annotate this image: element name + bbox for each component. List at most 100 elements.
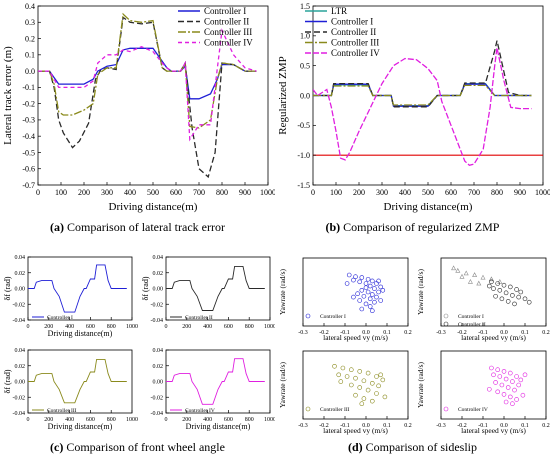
chart-d1: -0.3 -0.2 -0.1 0.0 0.1 0.2 lateral speed vy (m… [278, 257, 412, 342]
scatter-point [508, 284, 513, 290]
x-tick-label: 900 [239, 188, 251, 197]
plot-frame [302, 350, 409, 420]
legend-label-3: Controller IV [204, 37, 253, 47]
x-tick-label: 0.0 [362, 330, 370, 336]
x-tick-label: 400 [203, 417, 212, 423]
caption-d-text: Comparison of sideslip [365, 440, 477, 454]
scatter-point [359, 401, 365, 407]
x-tick-label: 600 [86, 324, 95, 330]
x-tick-label: 0.1 [383, 423, 391, 429]
scatter-point [370, 308, 375, 314]
x-tick-label: 100 [330, 188, 342, 197]
x-tick-label: 0 [311, 188, 315, 197]
x-tick-label: 400 [65, 417, 74, 423]
y-tick-label: -0.02 [13, 302, 26, 308]
x-tick-label: 800 [107, 324, 116, 330]
scatter-point [488, 276, 494, 282]
x-tick-label: -0.1 [478, 423, 488, 429]
x-tick-label: -0.2 [319, 330, 329, 336]
x-tick-label: -0.3 [436, 423, 446, 429]
scatter-point [374, 294, 379, 300]
scatter-point [370, 398, 375, 404]
scatter-point [489, 365, 494, 371]
chart-c2: 0 200 400 600 800 1000 0.04 0.02 0.00 -0.02 -0.04 δ… [141, 255, 275, 330]
y-tick-label: -0.5 [22, 148, 35, 157]
scatter-point [495, 281, 500, 286]
y-axis-label: Yawrate (rad/s) [416, 361, 425, 408]
y-tick-label: -0.04 [13, 411, 26, 417]
scatter-point [351, 294, 356, 300]
legend-label-0: Controller I [458, 314, 484, 320]
scatter-point [376, 383, 381, 389]
scatter-point [516, 382, 521, 388]
x-tick-label: -0.1 [340, 423, 350, 429]
x-tick-label: 600 [224, 324, 233, 330]
y-tick-label: -0.02 [151, 395, 164, 401]
scatter-point [372, 286, 377, 291]
x-axis-label: Driving distance(m) [48, 329, 113, 338]
caption-a-text: Comparison of lateral track error [67, 220, 225, 234]
scatter-point [344, 374, 350, 379]
x-tick-label: 200 [44, 324, 53, 330]
x-tick-label: 300 [101, 188, 113, 197]
y-tick-label: -0.5 [297, 121, 310, 130]
x-tick-label: 0 [27, 324, 30, 330]
scatter-point [508, 370, 513, 376]
scatter-point [370, 380, 375, 386]
scatter-point [476, 280, 482, 286]
y-tick-label: -0.6 [22, 165, 35, 174]
x-tick-label: 200 [182, 417, 191, 423]
y-axis-label: δf (rad) [3, 369, 12, 393]
plot-frame [440, 350, 547, 420]
scatter-point [367, 283, 373, 289]
x-axis-label: Driving distance(m) [384, 201, 473, 213]
y-tick-label: 0.02 [15, 364, 26, 370]
scatter-point [359, 275, 365, 280]
scatter-point [353, 274, 358, 280]
scatter-point [380, 287, 386, 293]
scatter-point [514, 374, 519, 379]
y-tick-label: -0.4 [22, 132, 35, 141]
series-line-0 [28, 264, 127, 313]
legend-label-0: Controller I [204, 6, 246, 16]
scatter-point [382, 394, 388, 400]
scatter-point [472, 272, 478, 277]
scatter-point [459, 273, 465, 279]
scatter-point [378, 298, 383, 303]
legend-swatch-0 [305, 406, 311, 412]
scatter-point [508, 394, 513, 400]
scatter-point [501, 369, 507, 374]
x-tick-label: 500 [147, 188, 159, 197]
x-tick-label: 0.1 [521, 423, 529, 429]
x-tick-label: 200 [78, 188, 90, 197]
scatter-point [353, 392, 358, 398]
scatter-point [376, 278, 381, 284]
scatter-point [489, 279, 494, 285]
caption-a-letter: (a) [50, 220, 65, 234]
scatter-point [516, 294, 521, 300]
scatter-point [370, 278, 375, 284]
chart-a: 0 100 200 300 400 500 600 700 800 900 1000 0.4 0.3 0.… [2, 2, 275, 213]
scatter-point [503, 376, 509, 382]
y-tick-label: 0.1 [25, 51, 35, 60]
series-line-0 [166, 358, 265, 405]
y-tick-label: -1.0 [297, 151, 310, 160]
scatter-point [518, 289, 524, 295]
scatter-point [376, 289, 381, 295]
x-axis-label: lateral speed vy (m/s) [461, 333, 526, 342]
scatter-point [526, 299, 532, 305]
scatter-point [378, 372, 383, 378]
series-group [487, 365, 528, 407]
series-line-0 [38, 47, 257, 100]
y-tick-label: 0.0 [25, 67, 35, 76]
x-tick-label: 1000 [264, 324, 275, 330]
scatter-point [374, 374, 379, 379]
y-axis-label: Lateral track error (m) [2, 46, 14, 145]
y-tick-label: 0.04 [15, 348, 26, 354]
y-tick-label: 0.4 [25, 2, 35, 11]
scatter-point [520, 392, 526, 398]
scatter-point [357, 298, 362, 303]
x-tick-label: 800 [107, 417, 116, 423]
x-tick-label: 1000 [126, 324, 138, 330]
caption-d: (d) Comparison of sideslip [275, 440, 550, 455]
